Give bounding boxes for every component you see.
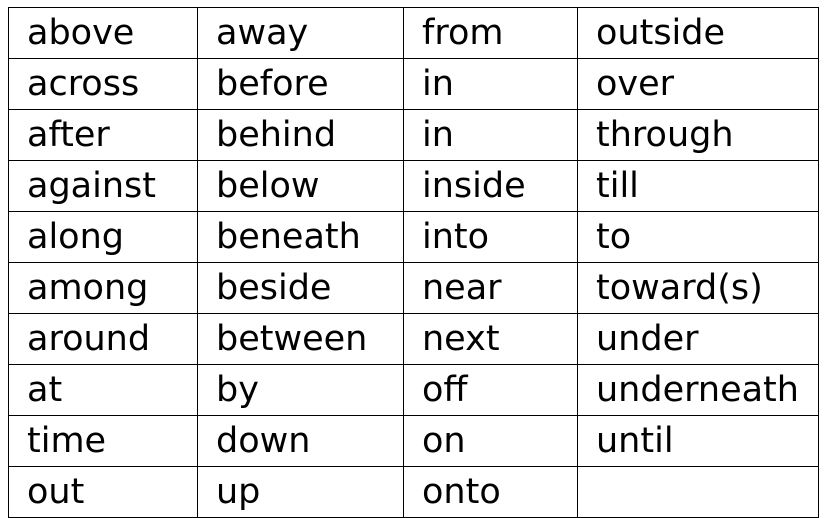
table-row: around between next under (8, 313, 819, 365)
table-cell: toward(s) (577, 262, 819, 314)
table-cell: from (403, 7, 578, 59)
table-cell: under (577, 313, 819, 365)
table-cell-empty (577, 466, 819, 518)
table-cell: in (403, 109, 578, 161)
table-cell: after (8, 109, 198, 161)
table-cell: out (8, 466, 198, 518)
table-cell: beside (197, 262, 404, 314)
table-cell: down (197, 415, 404, 467)
table-row: at by off underneath (8, 364, 819, 416)
table-cell: till (577, 160, 819, 212)
table-cell: to (577, 211, 819, 263)
table-cell: inside (403, 160, 578, 212)
table-cell: near (403, 262, 578, 314)
table-row: among beside near toward(s) (8, 262, 819, 314)
table-cell: among (8, 262, 198, 314)
table-cell: at (8, 364, 198, 416)
table-row: along beneath into to (8, 211, 819, 263)
table-cell: up (197, 466, 404, 518)
table-cell: across (8, 58, 198, 110)
table-cell: until (577, 415, 819, 467)
table-row: after behind in through (8, 109, 819, 161)
table-cell: next (403, 313, 578, 365)
table-cell: below (197, 160, 404, 212)
table-row: across before in over (8, 58, 819, 110)
table-cell: into (403, 211, 578, 263)
table-cell: off (403, 364, 578, 416)
table-cell: along (8, 211, 198, 263)
table-cell: on (403, 415, 578, 467)
table-cell: around (8, 313, 198, 365)
table-cell: over (577, 58, 819, 110)
table-cell: through (577, 109, 819, 161)
table-cell: away (197, 7, 404, 59)
table-cell: outside (577, 7, 819, 59)
table-cell: behind (197, 109, 404, 161)
table-cell: between (197, 313, 404, 365)
table-cell: beneath (197, 211, 404, 263)
table-cell: by (197, 364, 404, 416)
table-row: against below inside till (8, 160, 819, 212)
table-cell: time (8, 415, 198, 467)
table-cell: above (8, 7, 198, 59)
table-row: above away from outside (8, 7, 819, 59)
table-cell: onto (403, 466, 578, 518)
table-cell: underneath (577, 364, 819, 416)
table-row: time down on until (8, 415, 819, 467)
table-row: out up onto (8, 466, 819, 518)
table-cell: before (197, 58, 404, 110)
table-cell: against (8, 160, 198, 212)
table-cell: in (403, 58, 578, 110)
preposition-word-table: above away from outside across before in… (8, 7, 819, 518)
